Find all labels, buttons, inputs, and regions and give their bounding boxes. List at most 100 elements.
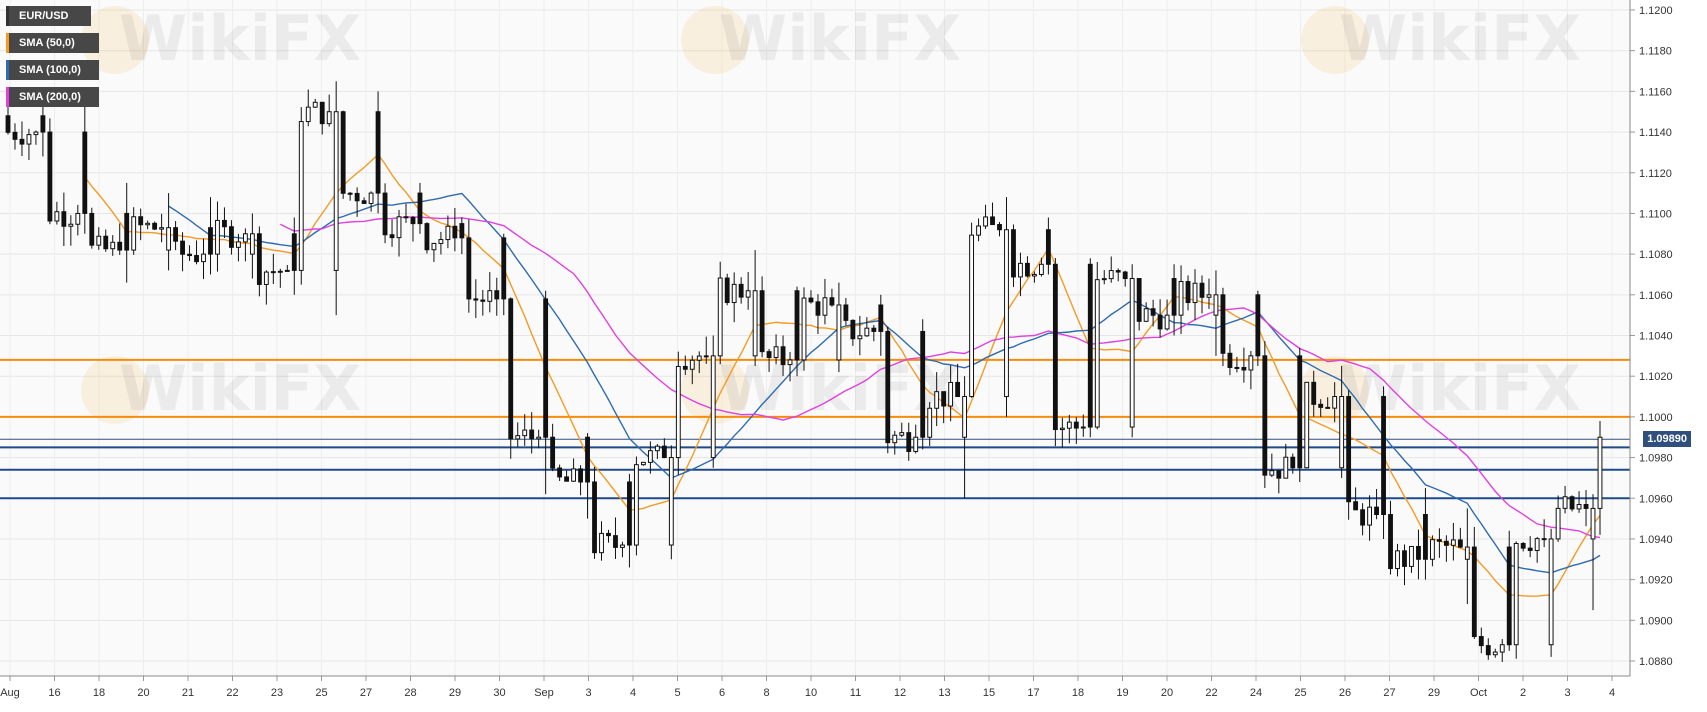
legend-ticker[interactable]: EUR/USD (6, 6, 91, 26)
x-tick-label: 4 (630, 687, 636, 699)
candle-down (1157, 314, 1163, 330)
candle-up (710, 355, 716, 459)
candle-down (738, 283, 744, 298)
candle-up (717, 277, 723, 357)
candle-up (787, 359, 793, 366)
candle-down (452, 225, 458, 239)
candle-up (703, 355, 709, 358)
candle-down (1416, 545, 1421, 560)
candle-down (410, 216, 416, 225)
candle-up (1192, 282, 1198, 304)
candle-down (1583, 504, 1589, 509)
candle-down (871, 327, 877, 332)
x-tick-label: 10 (805, 687, 817, 699)
candle-down (347, 192, 353, 195)
candle-up (515, 435, 521, 440)
legend-sma-200[interactable]: SMA (200,0) (6, 87, 99, 107)
legend-sma-50[interactable]: SMA (50,0) (6, 33, 99, 53)
candle-up (270, 271, 276, 274)
candle-up (983, 216, 988, 227)
candle-down (194, 255, 199, 263)
candle-down (1402, 550, 1407, 567)
x-tick-label: 22 (226, 687, 238, 699)
candle-down (1136, 278, 1142, 322)
y-tick-label: 1.0940 (1639, 534, 1673, 546)
candle-down (508, 298, 514, 440)
candle-up (1164, 314, 1170, 330)
candle-up (1395, 550, 1400, 570)
candle-down (1527, 547, 1533, 551)
candle-up (1464, 546, 1470, 560)
candle-up (696, 355, 702, 361)
candle-up (131, 216, 137, 251)
candle-up (1430, 539, 1435, 560)
candle-down (501, 237, 507, 300)
watermark-text: WikiFX (719, 2, 961, 75)
candle-down (808, 297, 814, 303)
y-tick-label: 1.1040 (1639, 331, 1673, 343)
x-tick-label: Aug (0, 687, 20, 699)
y-tick-label: 1.1080 (1639, 249, 1673, 261)
candle-down (208, 227, 213, 255)
candle-up (599, 532, 604, 554)
candle-down (1276, 470, 1282, 479)
candle-down (494, 290, 500, 300)
candle-up (1304, 381, 1310, 469)
candle-down (61, 211, 67, 227)
candle-down (1318, 403, 1324, 408)
candle-down (906, 432, 912, 452)
candle-up (26, 134, 32, 145)
watermark-text: WikiFX (1339, 2, 1581, 75)
candle-up (1283, 456, 1289, 479)
axes: 1.1200 1.1180 1.1160 1.1140 1.1120 1.1100 1.10… (0, 0, 1673, 699)
candle-up (1213, 294, 1219, 316)
candle-down (47, 131, 53, 222)
candle-up (857, 335, 863, 340)
candle-up (1059, 427, 1065, 431)
candle-down (955, 381, 961, 398)
candle-down (990, 216, 995, 226)
candle-down (613, 535, 618, 548)
candle-up (1590, 507, 1596, 540)
candle-down (878, 304, 884, 332)
legend-sma-100[interactable]: SMA (100,0) (6, 60, 99, 80)
candle-up (1339, 396, 1345, 469)
candle-down (1325, 406, 1331, 409)
x-tick-label: 21 (182, 687, 194, 699)
candle-up (145, 222, 151, 226)
candle-down (1241, 367, 1247, 371)
candle-up (1450, 539, 1456, 546)
x-tick-label: 3 (1564, 687, 1570, 699)
candle-up (236, 241, 241, 248)
y-tick-label: 1.1140 (1639, 127, 1672, 139)
candle-down (89, 212, 95, 246)
candle-down (766, 351, 772, 358)
current-price-tag: 1.09890 (1643, 431, 1691, 447)
x-tick-label: 18 (1072, 687, 1084, 699)
candle-up (654, 445, 660, 452)
y-tick-label: 1.0980 (1639, 453, 1673, 465)
candle-down (1423, 514, 1428, 560)
candle-down (843, 304, 849, 321)
candle-down (1360, 509, 1366, 526)
candle-up (634, 464, 639, 546)
x-tick-label: Sep (534, 687, 554, 699)
candle-up (1499, 644, 1505, 653)
plot-background (0, 0, 1630, 676)
candle-up (333, 111, 339, 271)
candle-down (424, 223, 430, 251)
candle-down (173, 227, 178, 242)
candle-down (1471, 546, 1477, 638)
candle-up (1562, 496, 1568, 509)
candle-up (1597, 436, 1603, 509)
candle-up (969, 234, 974, 398)
candle-up (438, 239, 444, 244)
candle-up (1367, 506, 1372, 526)
candle-down (375, 111, 381, 194)
candle-down (1443, 540, 1449, 546)
candle-down (1478, 636, 1484, 647)
candle-down (1150, 308, 1156, 316)
y-tick-label: 1.1020 (1639, 371, 1673, 383)
candle-up (1555, 507, 1561, 540)
